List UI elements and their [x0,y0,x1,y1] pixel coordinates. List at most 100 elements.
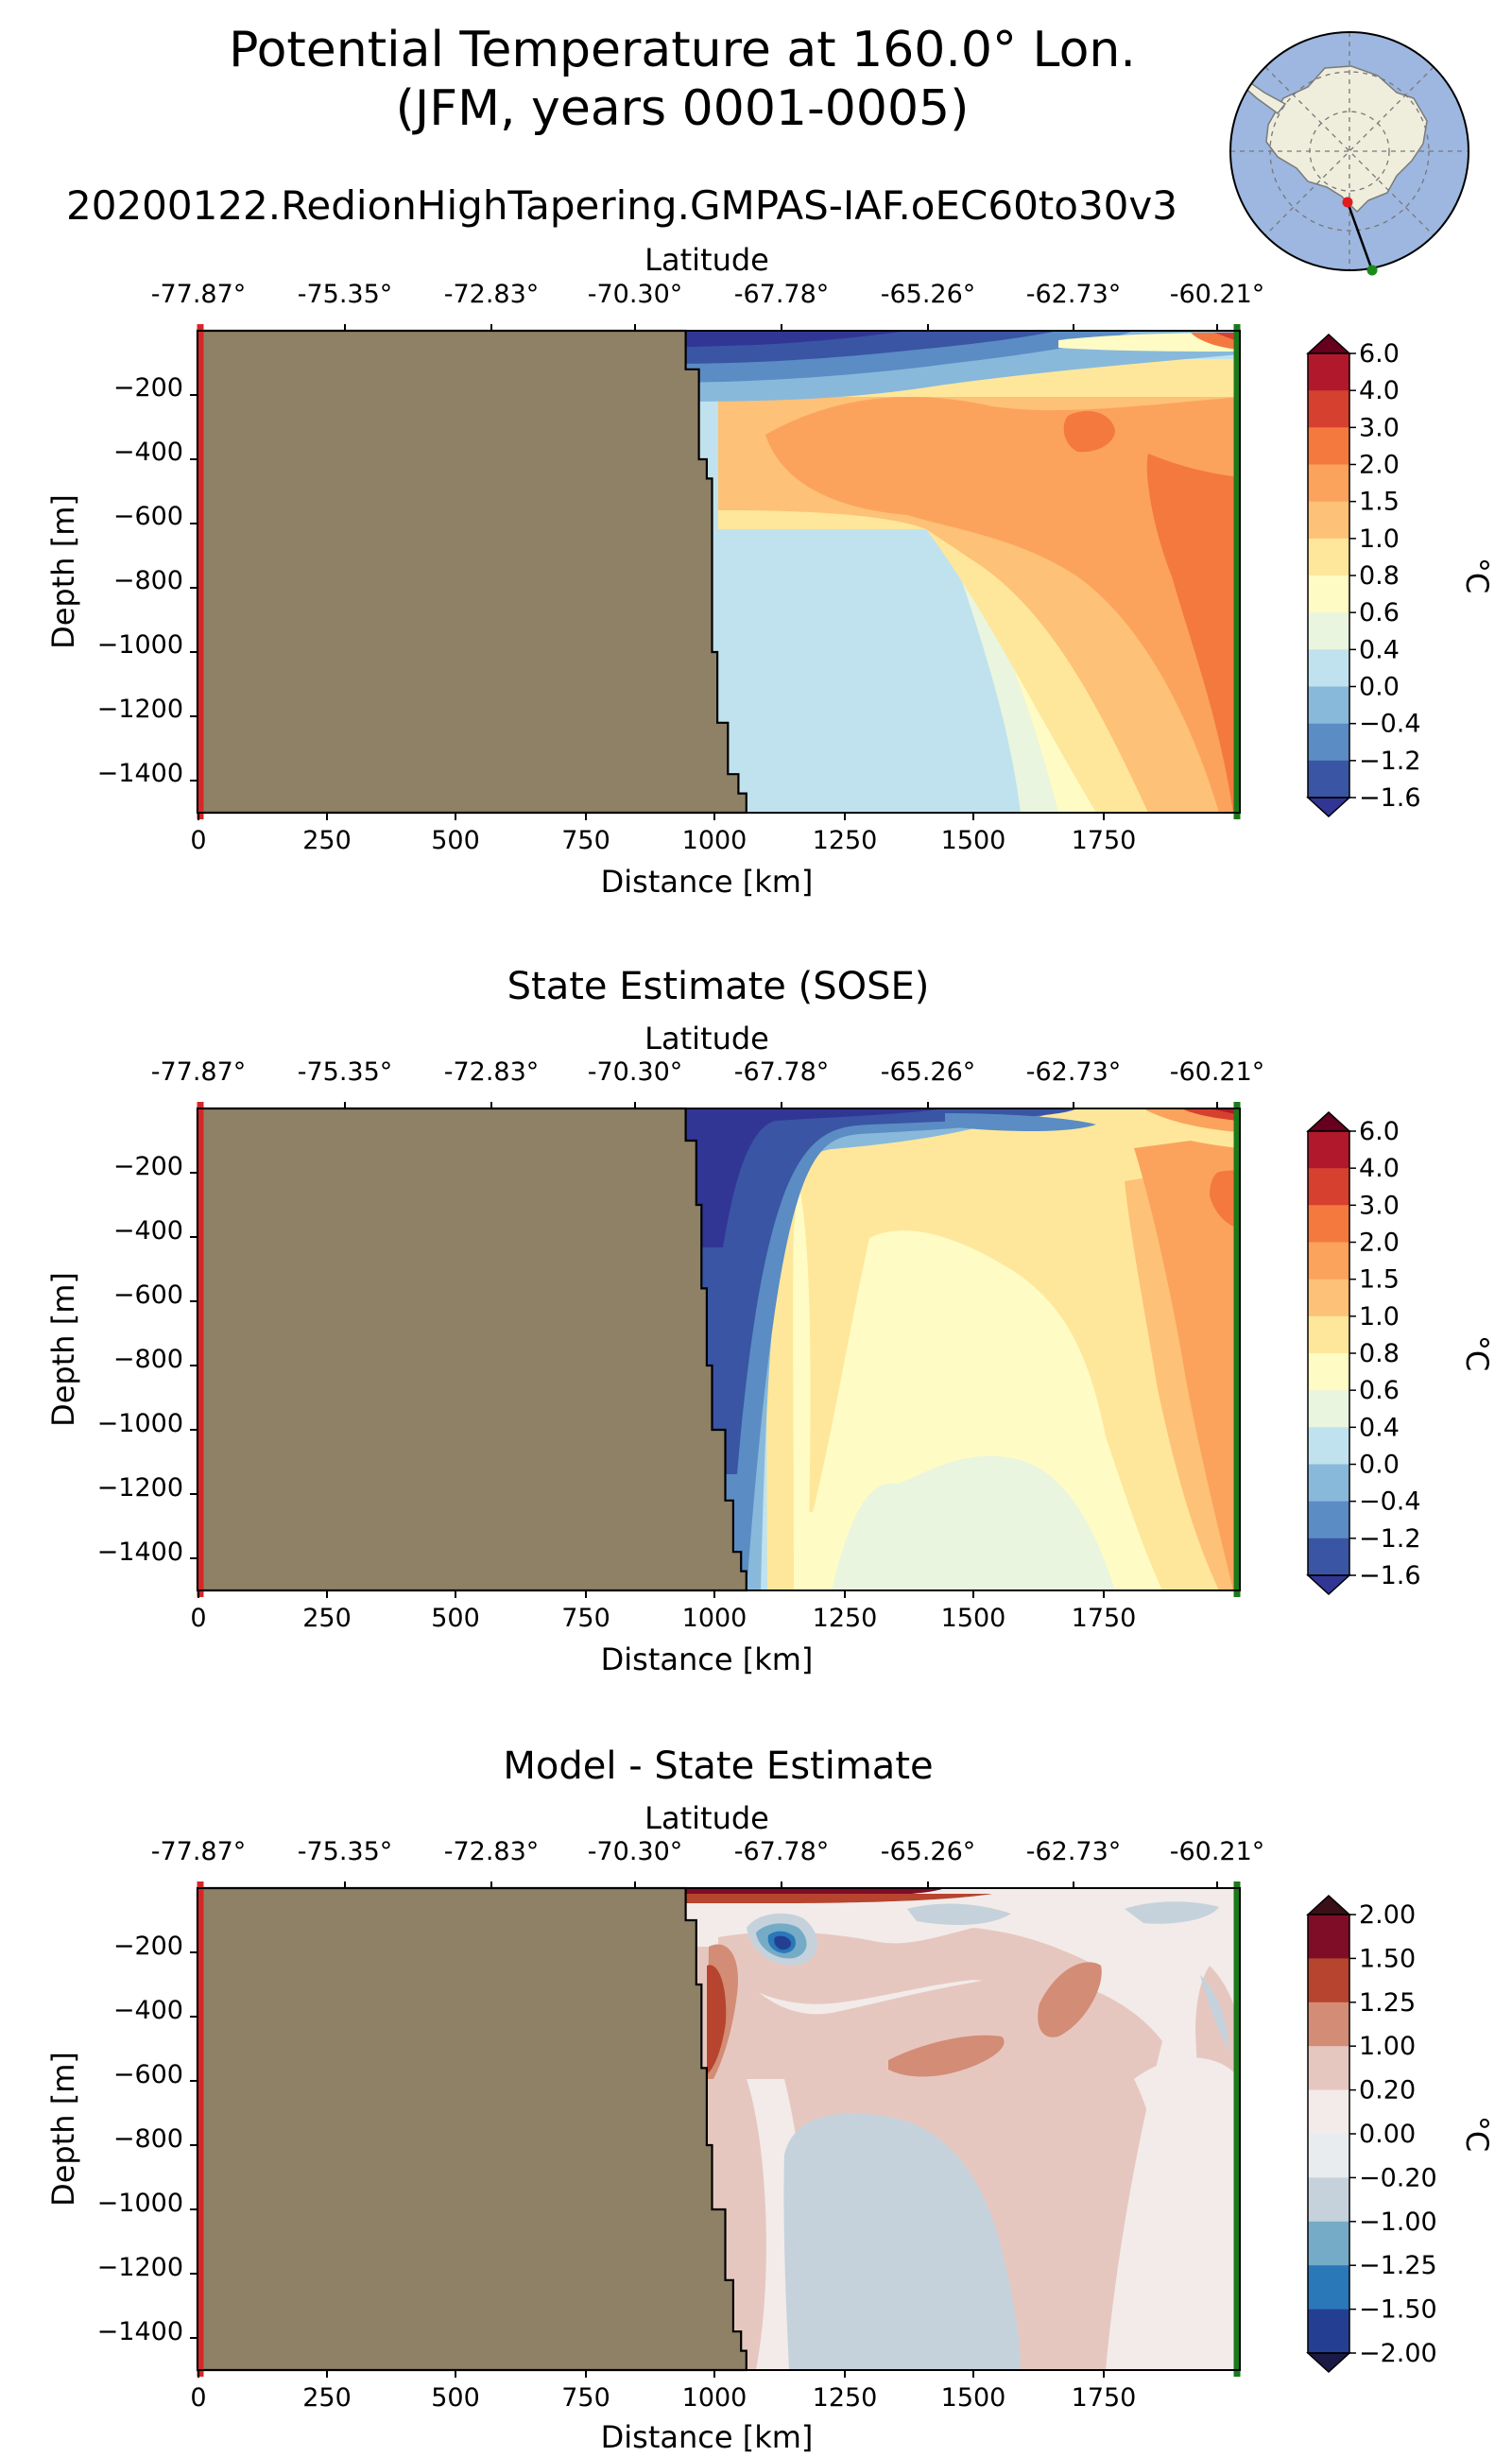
top-tick-label: -62.73° [1026,1057,1122,1087]
colorbar: 2.00 1.50 1.25 1.00 0.20 0.00 −0.20 −1.00 −1.25 −… [1306,1894,1437,2374]
top-tick-labels: -77.87° -75.35° -72.83° -70.30° -67.78° … [151,280,1265,309]
y-tick-label: −1000 [97,2189,183,2218]
y-tick-label: −800 [113,2124,183,2154]
colorbar-tick-label: 1.5 [1359,1265,1400,1295]
colorbar-segment [1308,686,1349,725]
colorbar-segment [1308,2309,1349,2354]
colorbar-tick-label: −1.50 [1359,2295,1437,2325]
colorbar-tick-label: −1.2 [1359,1524,1421,1554]
colorbar-tick-label: 0.00 [1359,2120,1416,2149]
colorbar-segment [1308,2046,1349,2091]
top-tick-label: -75.35° [298,1057,393,1087]
colorbar-segment [1308,2221,1349,2266]
y-tick-label: −200 [113,1152,183,1181]
colorbar-segment [1308,1915,1349,1959]
x-tick-label: 500 [431,1604,480,1633]
colorbar-tick-label: 0.20 [1359,2076,1416,2105]
top-tick-label: -60.21° [1170,280,1265,309]
x-tick-label: 1000 [682,2383,747,2413]
colorbar-tick-label: −2.00 [1359,2339,1437,2368]
x-tick-label: 750 [561,1604,610,1633]
x-tick-label: 1250 [813,2383,878,2413]
colorbar-tick-label: 1.0 [1359,524,1400,554]
colorbar-segment [1308,2089,1349,2135]
colorbar-segment [1308,2134,1349,2178]
top-tick-label: -77.87° [151,1057,247,1087]
y-tick-label: −1000 [97,630,183,660]
y-axis-label: Depth [m] [45,494,81,649]
colorbar-tick-label: 6.0 [1359,1117,1400,1146]
top-tick-label: -67.78° [734,280,830,309]
x-tick-label: 1250 [813,1604,878,1633]
top-tick-label: -65.26° [881,1057,976,1087]
x-tick-label: 1750 [1072,826,1137,855]
inset-map [1229,31,1469,276]
top-tick-label: -70.30° [588,1057,683,1087]
colorbar-segment [1308,723,1349,762]
colorbar-tick-label: −1.6 [1359,1561,1421,1590]
figure-title-line1: Potential Temperature at 160.0° Lon. [229,22,1136,78]
x-tick-label: 1500 [941,1604,1006,1633]
colorbar-segment [1308,1168,1349,1206]
top-tick-label: -72.83° [444,1837,540,1866]
x-tick-labels: 0 250 500 750 1000 1250 1500 1750 [190,826,1136,855]
x-tick-label: 250 [302,1604,352,1633]
top-tick-label: -62.73° [1026,280,1122,309]
top-tick-label: -62.73° [1026,1837,1122,1866]
x-tick-label: 1750 [1072,2383,1137,2413]
colorbar-tick-label: 6.0 [1359,339,1400,369]
top-tick-label: -70.30° [588,1837,683,1866]
colorbar-tick-label: 0.8 [1359,1339,1400,1368]
top-tick-label: -77.87° [151,280,247,309]
colorbar-tick-label: 1.50 [1359,1944,1416,1973]
colorbar-segment [1308,612,1349,650]
y-tick-label: −800 [113,566,183,595]
colorbar-segment [1308,1464,1349,1503]
colorbar-tick-label: 3.0 [1359,1191,1400,1220]
colorbar-tick-label: −0.4 [1359,710,1421,739]
top-tick-label: -67.78° [734,1057,830,1087]
top-tick-label: -75.35° [298,280,393,309]
top-tick-labels: -77.87° -75.35° -72.83° -70.30° -67.78° … [151,1057,1265,1087]
colorbar-tick-label: 4.0 [1359,1154,1400,1183]
y-tick-label: −600 [113,2060,183,2089]
colorbar-tick-label: 2.00 [1359,1900,1416,1930]
colorbar-tick-label: 2.0 [1359,451,1400,480]
colorbar: 6.0 4.0 3.0 2.0 1.5 1.0 0.8 0.6 0.4 0.0 −0.4 −1.2 −1… [1306,1110,1421,1596]
y-tick-labels: −200 −400 −600 −800 −1000 −1200 −1400 [97,1152,183,1567]
x-tick-label: 500 [431,2383,480,2413]
x-tick-labels: 0 250 500 750 1000 1250 1500 1750 [190,1604,1136,1633]
colorbar-segment [1308,501,1349,540]
top-tick-label: -60.21° [1170,1057,1265,1087]
y-tick-label: −1000 [97,1409,183,1438]
y-tick-label: −200 [113,373,183,403]
colorbar-tick-label: 0.4 [1359,635,1400,664]
top-axis-label: Latitude [644,1800,769,1836]
y-axis-label: Depth [m] [45,1272,81,1427]
colorbar-tick-label: 1.5 [1359,488,1400,517]
x-axis-label: Distance [km] [601,1641,814,1677]
colorbar-tick-label: −1.25 [1359,2251,1437,2280]
colorbar-label: °C [1459,1335,1495,1371]
colorbar-segment [1308,1242,1349,1280]
colorbar-extend-bottom [1306,2352,1351,2374]
colorbar-extend-bottom [1306,1574,1351,1596]
x-tick-label: 1500 [941,826,1006,855]
y-tick-label: −1200 [97,2253,183,2282]
panel-title: State Estimate (SOSE) [507,965,930,1008]
y-tick-label: −400 [113,1216,183,1246]
y-tick-label: −1400 [97,2317,183,2346]
colorbar: 6.0 4.0 3.0 2.0 1.5 1.0 0.8 0.6 0.4 0.0 −0.4 −1.2 −1… [1306,333,1421,818]
top-tick-label: -75.35° [298,1837,393,1866]
top-tick-label: -65.26° [881,1837,976,1866]
y-tick-label: −600 [113,502,183,531]
colorbar-tick-label: 0.6 [1359,598,1400,627]
colorbar-extend-top [1306,1110,1351,1132]
colorbar-label: °C [1459,2116,1495,2152]
colorbar-segment [1308,1353,1349,1391]
y-tick-labels: −200 −400 −600 −800 −1000 −1200 −1400 [97,373,183,788]
top-tick-label: -77.87° [151,1837,247,1866]
y-tick-label: −1200 [97,695,183,724]
x-tick-label: 750 [561,826,610,855]
y-tick-label: −800 [113,1345,183,1374]
